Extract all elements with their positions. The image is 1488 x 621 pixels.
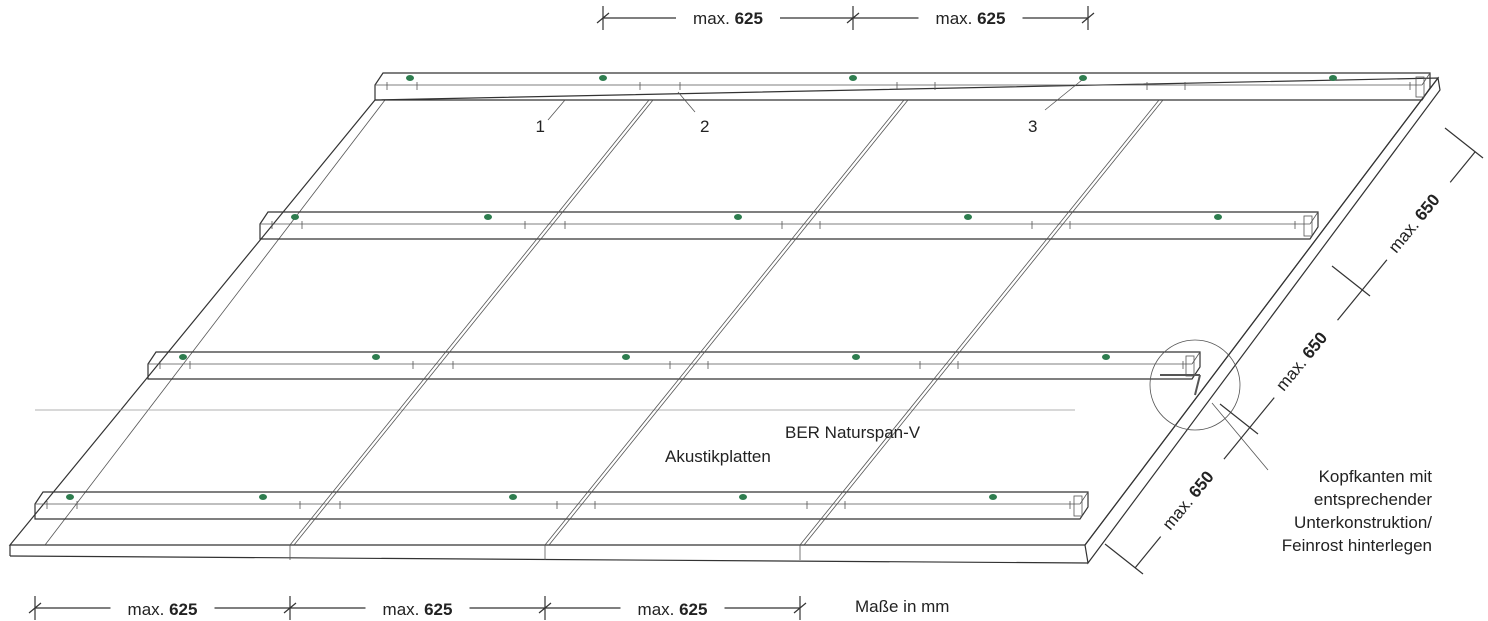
rail-edge [1191,351,1201,365]
screw-head [739,494,747,500]
dimension-tick [846,12,860,24]
dimension-tick [1444,127,1484,159]
screw-head [291,214,299,220]
leader-1 [547,99,566,121]
part-number: 1 [536,117,545,136]
label-bg [1151,451,1232,543]
dimension-label: max. 650 [1272,328,1331,394]
callout-line [1211,402,1269,471]
screw-head [1079,75,1087,81]
screw-head [509,494,517,500]
part-number: 2 [700,117,709,136]
screw-head [406,75,414,81]
screw-head [484,214,492,220]
dimension-prefix: max. [128,600,170,619]
part-number: 3 [1028,117,1037,136]
rail-edge [1309,211,1319,225]
dimension-tick [538,602,552,614]
dimension-tick [793,602,807,614]
panel-joint [799,99,1160,546]
note-line: Unterkonstruktion/ [1294,513,1432,532]
screw-head [849,75,857,81]
panel-joint [803,99,1164,546]
units-note: Maße in mm [855,597,949,616]
panel-joint [293,99,654,546]
rail-body [147,351,1201,380]
screw-head [179,354,187,360]
rail [34,491,1089,520]
screw-head [1214,214,1222,220]
rails [34,72,1431,560]
screw-head [622,354,630,360]
dimension-label: max. 650 [1159,467,1218,533]
note-line: entsprechender [1314,490,1432,509]
dimension-prefix: max. [383,600,425,619]
dimension-tick [1219,403,1259,435]
dimension-label: max. 625 [693,9,763,28]
dimension-value: 625 [977,9,1005,28]
dimension-value: 625 [735,9,763,28]
dimension-tick [596,12,610,24]
dimension-label: max. 625 [383,600,453,619]
dimension-prefix: max. [936,9,978,28]
panel-joint [544,99,905,546]
label-bg [110,597,215,621]
label-bg [1264,312,1346,404]
rail-edge [1079,491,1089,505]
leader-3 [1044,79,1083,111]
screw-head [964,214,972,220]
rail-body [259,211,1319,240]
rail-body [34,491,1089,520]
product-type: Akustikplatten [665,447,771,466]
dimension-tick [1331,265,1371,297]
leader-2 [677,91,696,113]
dimension-tick [283,602,297,614]
rail-end [1303,215,1313,237]
screw-head [66,494,74,500]
rail-end [1185,355,1195,377]
detail-circle [1149,339,1241,431]
screw-head [734,214,742,220]
dimension-label: max. 625 [936,9,1006,28]
rail-end [1073,495,1083,517]
dimension-label: max. 625 [638,600,708,619]
label-bg [365,597,470,621]
dimension-value: 625 [169,600,197,619]
panel-joint [548,99,909,546]
rail [259,211,1319,240]
dimension-label: max. 650 [1385,190,1444,256]
note-line: Kopfkanten mit [1319,467,1433,486]
label-bg [676,6,780,30]
screw-head [852,354,860,360]
screw-head [1102,354,1110,360]
note: Kopfkanten mit entsprechender Unterkonst… [1282,467,1433,555]
dimension-tick [1081,12,1095,24]
dimension-value: 625 [679,600,707,619]
dimension-tick [1104,543,1144,575]
screw-head [259,494,267,500]
note-line: Feinrost hinterlegen [1282,536,1432,555]
rail [374,72,1431,101]
dimension-label: max. 625 [128,600,198,619]
rail [147,351,1201,380]
label-bg [1377,174,1458,266]
dimension-prefix: max. [693,9,735,28]
plate [8,76,1441,565]
label-bg [918,6,1023,30]
screw-head [599,75,607,81]
dimension-prefix: max. [638,600,680,619]
dimension-value: 625 [424,600,452,619]
rail-edge [1421,72,1431,86]
screw-head [372,354,380,360]
panel-joint [289,99,650,546]
screw-head [1329,75,1337,81]
screw-head [989,494,997,500]
rail-body [374,72,1431,101]
label-bg [620,597,725,621]
rail-end [1415,76,1425,98]
dimension-tick [28,602,42,614]
product-name: BER Naturspan-V [785,423,921,442]
